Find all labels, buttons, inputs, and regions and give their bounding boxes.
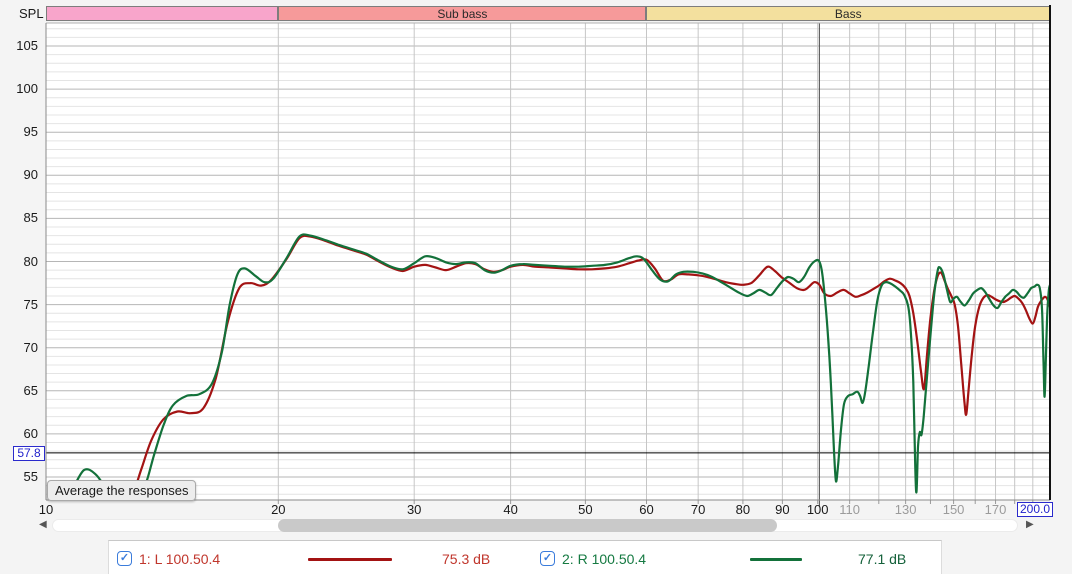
measurement-2-cursor-value: 77.1 dB (858, 551, 907, 567)
y-tick-label: 55 (23, 469, 38, 484)
y-tick-label: 105 (16, 38, 38, 53)
x-tick-label: 70 (690, 502, 706, 517)
scroll-left-arrow-icon[interactable]: ◀ (39, 519, 47, 530)
y-axis-title: SPL (19, 6, 44, 21)
y-tick-label: 75 (23, 296, 38, 312)
db-level-marker[interactable]: 57.8 (13, 446, 45, 461)
legend-panel (108, 540, 942, 574)
x-tick-label: 10 (38, 502, 54, 517)
y-tick-label: 80 (23, 253, 38, 269)
x-axis-max-field[interactable]: 200.0 (1017, 502, 1054, 517)
measurement-1-cursor-value: 75.3 dB (442, 551, 491, 567)
x-tick-label: 30 (406, 502, 422, 517)
y-tick-label: 100 (16, 81, 38, 97)
y-tick-label: 60 (23, 425, 38, 441)
x-tick-label: 130 (894, 502, 917, 517)
x-tick-label: 60 (639, 502, 654, 517)
measurement-1-checkbox[interactable]: ✓ (117, 551, 132, 566)
x-tick-label: 80 (735, 502, 751, 517)
band-sub-bass: Sub bass (278, 6, 647, 21)
x-tick-label: 90 (775, 502, 790, 517)
x-tick-label: 20 (271, 502, 286, 517)
band-bass: Bass (646, 6, 1050, 21)
x-tick-label: 170 (984, 502, 1007, 517)
tooltip-average-responses[interactable]: Average the responses (47, 480, 197, 501)
x-tick-label: 40 (503, 502, 518, 517)
y-tick-label: 70 (23, 339, 38, 355)
x-tick-label: 50 (578, 502, 593, 517)
x-tick-label: 110 (839, 502, 860, 517)
x-tick-label: 150 (942, 502, 965, 517)
x-tick-label: 100 (806, 502, 829, 517)
response-curve-right (54, 233, 1050, 500)
measurement-2-line-swatch (750, 558, 802, 561)
scroll-right-arrow-icon[interactable]: ▶ (1026, 519, 1034, 530)
measurement-1-label[interactable]: 1: L 100.50.4 (139, 551, 221, 567)
measurement-2-label[interactable]: 2: R 100.50.4 (562, 551, 647, 567)
y-tick-label: 90 (23, 167, 38, 183)
measurement-2-checkbox[interactable]: ✓ (540, 551, 555, 566)
y-tick-label: 85 (23, 210, 38, 226)
horizontal-scrollbar-thumb[interactable] (278, 519, 777, 532)
y-tick-label: 65 (23, 382, 38, 398)
band-low (46, 6, 279, 21)
measurement-1-line-swatch (308, 558, 392, 561)
y-tick-label: 95 (23, 124, 38, 140)
